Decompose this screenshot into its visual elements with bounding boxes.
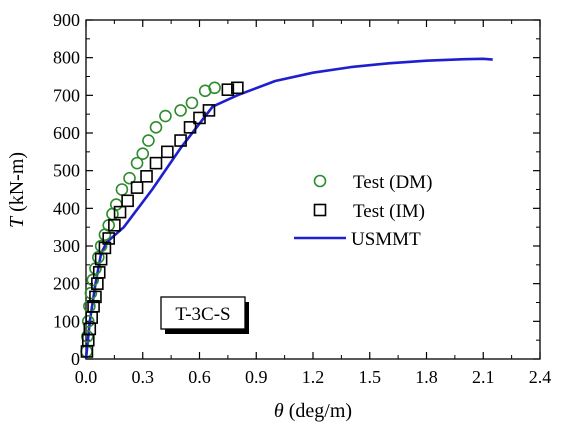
data-point-dm	[115, 183, 129, 196]
legend-marker-im	[313, 203, 327, 217]
x-tick-label: 0.9	[245, 367, 268, 387]
data-point-im	[121, 194, 134, 208]
data-point-dm	[84, 286, 98, 300]
y-tick-label: 800	[53, 48, 80, 68]
data-point-im	[149, 156, 163, 170]
y-tick-label: 0	[71, 349, 80, 369]
x-tick-label: 2.4	[529, 367, 552, 387]
data-point-dm	[86, 273, 100, 287]
y-axis-unit: (kN-m)	[6, 152, 28, 217]
data-point-dm	[109, 198, 123, 211]
x-axis-symbol: θ	[274, 400, 284, 422]
data-point-dm	[81, 330, 94, 343]
specimen-label-box: T-3C-S	[160, 296, 249, 334]
y-tick-label: 100	[53, 311, 80, 331]
x-tick-label: 1.8	[415, 367, 438, 387]
legend-label-dm: Test (DM)	[353, 172, 432, 193]
data-point-im	[98, 241, 112, 255]
data-point-im	[202, 104, 216, 117]
y-tick-label: 600	[53, 123, 80, 143]
data-point-dm	[123, 171, 136, 185]
legend: Test (DM) Test (IM) USMMT	[294, 172, 432, 250]
data-point-dm	[185, 96, 199, 110]
legend-label-usmmt: USMMT	[351, 229, 421, 250]
data-point-dm	[142, 134, 155, 147]
y-axis-title: T (kN-m)	[6, 152, 28, 228]
data-point-dm	[94, 239, 108, 253]
data-point-im	[130, 181, 144, 194]
data-point-im	[113, 205, 127, 219]
data-point-dm	[136, 147, 150, 161]
data-point-im	[221, 83, 235, 96]
data-point-im	[89, 290, 102, 304]
x-tick-label: 0.0	[75, 367, 98, 387]
specimen-box	[160, 296, 246, 330]
x-axis-title: θ (deg/m)	[274, 400, 352, 422]
series-line-usmmt	[84, 57, 493, 360]
specimen-label: T-3C-S	[175, 304, 230, 325]
y-tick-label: 300	[53, 236, 80, 256]
data-point-im	[161, 145, 174, 159]
y-tick-label: 500	[53, 161, 80, 181]
x-tick-label: 2.1	[472, 367, 495, 387]
legend-label-im: Test (IM)	[353, 201, 425, 222]
data-point-dm	[159, 109, 172, 123]
x-tick-label: 0.3	[132, 367, 155, 387]
x-axis-unit: (deg/m)	[284, 400, 352, 422]
y-axis-symbol: T	[6, 215, 28, 228]
data-point-dm	[91, 250, 105, 264]
data-point-dm	[81, 315, 95, 328]
data-point-im	[140, 170, 153, 183]
data-point-dm	[208, 81, 221, 95]
data-point-im	[87, 299, 100, 313]
x-tick-label: 1.2	[302, 367, 325, 387]
x-tick-label: 1.5	[359, 367, 382, 387]
data-point-im	[108, 218, 121, 232]
legend-marker-dm	[313, 174, 327, 188]
y-tick-label: 400	[53, 198, 80, 218]
plot-frame	[85, 19, 541, 360]
y-tick-label: 200	[53, 274, 80, 294]
data-point-im	[193, 111, 206, 125]
data-point-dm	[130, 156, 144, 170]
data-point-im	[183, 121, 197, 134]
data-point-dm	[149, 121, 163, 134]
series-layer	[80, 57, 493, 360]
data-point-im	[92, 266, 106, 279]
data-point-im	[102, 232, 115, 245]
y-tick-label: 900	[53, 10, 80, 30]
data-point-dm	[174, 104, 187, 117]
x-tick-label: 0.6	[188, 367, 211, 387]
data-point-im	[174, 134, 187, 147]
axis-ticks: 0.0 0.3 0.6 0.9 1.2 1.5 1.8 2.1 2.4 0 100 200 300 400…	[53, 10, 551, 387]
y-tick-label: 700	[53, 85, 80, 105]
data-point-im	[231, 81, 244, 95]
